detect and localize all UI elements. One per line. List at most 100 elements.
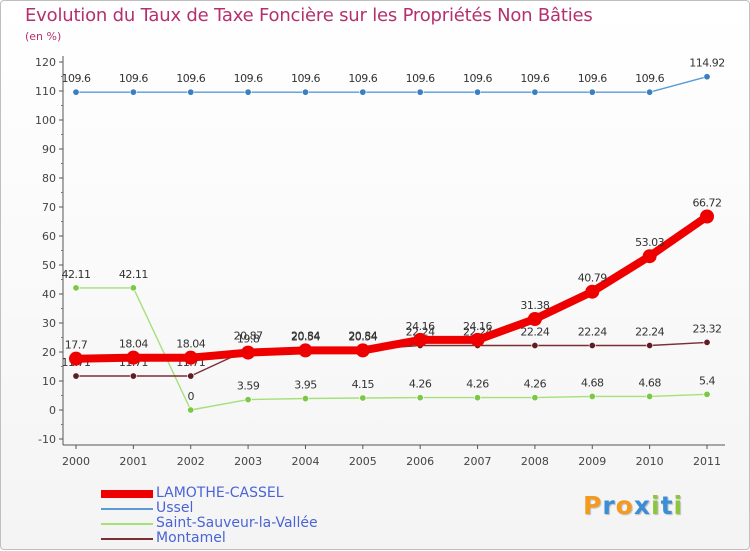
data-point <box>413 332 428 347</box>
legend-swatch <box>101 508 153 510</box>
data-label: 109.6 <box>406 72 435 85</box>
data-point <box>183 350 198 365</box>
data-label: 3.59 <box>237 380 260 393</box>
logo-letter: i <box>651 491 661 520</box>
data-label: 20.54 <box>291 330 320 343</box>
data-label: 20.84 <box>348 330 377 343</box>
logo-letter: r <box>602 491 616 520</box>
x-tick-label: 2003 <box>234 455 262 468</box>
data-label: 18.04 <box>176 338 205 351</box>
y-tick-label: 10 <box>42 375 56 388</box>
data-point <box>187 372 195 380</box>
data-label: 0 <box>187 390 194 403</box>
data-label: 19.8 <box>237 333 260 346</box>
data-point <box>642 249 657 264</box>
data-label: 40.79 <box>578 272 607 285</box>
data-point <box>187 88 195 96</box>
data-point <box>588 392 596 400</box>
legend-item: Montamel <box>101 530 401 547</box>
legend-swatch <box>101 538 153 540</box>
y-tick-label: 50 <box>42 259 56 272</box>
data-point <box>69 351 83 366</box>
data-point <box>416 88 424 96</box>
data-label: 109.6 <box>578 72 607 85</box>
legend-label: LAMOTHE-CASSEL <box>156 485 284 501</box>
x-tick-label: 2002 <box>177 455 205 468</box>
data-point <box>531 88 539 96</box>
data-point <box>359 394 367 402</box>
logo-letter: i <box>673 491 684 520</box>
data-label: 24.16 <box>406 320 435 333</box>
y-tick-label: 80 <box>42 172 56 185</box>
data-point <box>588 342 596 350</box>
data-point <box>129 284 137 292</box>
data-label: 109.6 <box>176 72 205 85</box>
x-tick-label: 2000 <box>62 455 90 468</box>
data-point <box>474 88 482 96</box>
data-point <box>187 406 195 414</box>
data-point <box>359 88 367 96</box>
data-label: 109.6 <box>62 72 91 85</box>
legend-swatch <box>101 490 153 498</box>
logo-letter: o <box>615 491 634 520</box>
data-label: 4.26 <box>466 378 489 391</box>
data-label: 109.6 <box>348 72 377 85</box>
legend-item: LAMOTHE-CASSEL <box>101 485 401 502</box>
x-tick-label: 2010 <box>636 455 664 468</box>
y-tick-label: 90 <box>42 143 56 156</box>
chart-title: Evolution du Taux de Taxe Foncière sur l… <box>25 5 593 26</box>
data-label: 109.6 <box>119 72 148 85</box>
y-tick-label: 60 <box>42 230 56 243</box>
data-point <box>646 88 654 96</box>
y-tick-label: 70 <box>42 201 56 214</box>
y-tick-label: -10 <box>38 433 56 446</box>
data-label: 31.38 <box>520 299 549 312</box>
data-point <box>301 88 309 96</box>
y-tick-label: 100 <box>35 114 56 127</box>
x-tick-label: 2005 <box>349 455 377 468</box>
data-point <box>241 345 256 360</box>
y-tick-label: 0 <box>49 404 56 417</box>
data-point <box>531 394 539 402</box>
legend-label: Saint-Sauveur-la-Vallée <box>156 515 318 531</box>
legend-item: Saint-Sauveur-la-Vallée <box>101 515 401 532</box>
y-tick-label: 20 <box>42 346 56 359</box>
x-tick-label: 2011 <box>693 455 721 468</box>
y-tick-label: 40 <box>42 288 56 301</box>
x-tick-label: 2001 <box>119 455 147 468</box>
data-label: 109.6 <box>635 72 664 85</box>
data-point <box>585 284 600 299</box>
data-label: 23.32 <box>693 322 722 335</box>
data-point <box>703 390 711 398</box>
data-label: 109.6 <box>463 72 492 85</box>
data-label: 109.6 <box>291 72 320 85</box>
data-point <box>129 88 137 96</box>
data-point <box>703 73 711 81</box>
data-point <box>527 311 542 326</box>
data-point <box>244 88 252 96</box>
chart-subtitle: (en %) <box>25 30 62 43</box>
proxiti-logo: Proxiti <box>583 491 683 520</box>
x-tick-label: 2008 <box>521 455 549 468</box>
series-line-ussel <box>75 75 708 93</box>
data-point <box>72 88 80 96</box>
data-point <box>646 342 654 350</box>
data-label: 22.24 <box>406 326 435 339</box>
x-tick-label: 2009 <box>578 455 606 468</box>
x-tick-label: 2006 <box>406 455 434 468</box>
data-point <box>474 394 482 402</box>
data-point <box>470 332 485 347</box>
data-point <box>301 395 309 403</box>
y-tick-label: 120 <box>35 56 56 69</box>
data-label: 4.15 <box>352 378 375 391</box>
data-label: 22.24 <box>578 326 607 339</box>
series-line-saint-sauveur-la-vall-e <box>75 287 708 411</box>
x-tick-label: 2004 <box>291 455 319 468</box>
data-label: 17.7 <box>65 339 88 352</box>
data-point <box>646 392 654 400</box>
data-label: 24.16 <box>463 320 492 333</box>
data-point <box>129 372 137 380</box>
data-label: 114.92 <box>689 57 725 70</box>
data-label: 42.11 <box>62 268 91 281</box>
logo-letter: x <box>633 491 651 520</box>
